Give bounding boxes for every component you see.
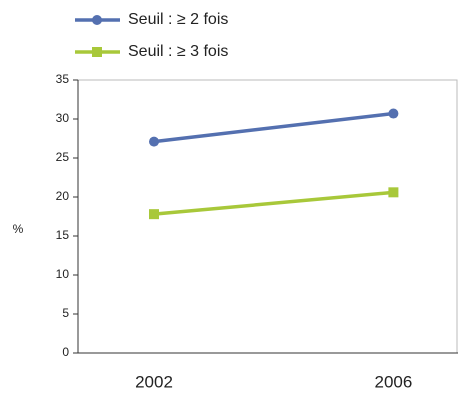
y-axis-label: % <box>13 222 24 236</box>
legend-label: Seuil : ≥ 2 fois <box>128 11 228 28</box>
marker <box>388 187 399 198</box>
y-tick-label: 20 <box>56 189 70 203</box>
marker <box>92 15 102 25</box>
y-tick-label: 30 <box>56 111 70 125</box>
y-tick-label: 35 <box>56 72 70 86</box>
y-tick-label: 10 <box>56 267 70 281</box>
y-tick-label: 5 <box>62 306 69 320</box>
y-tick-label: 0 <box>62 345 69 359</box>
x-tick-label: 2006 <box>374 372 412 391</box>
x-tick-label: 2002 <box>135 372 173 391</box>
y-tick-label: 25 <box>56 150 70 164</box>
plot-frame <box>77 79 458 354</box>
marker <box>388 108 399 119</box>
marker <box>92 47 102 57</box>
y-tick-label: 15 <box>56 228 70 242</box>
marker <box>149 136 159 147</box>
series-line <box>153 190 394 216</box>
legend-label: Seuil : ≥ 3 fois <box>128 43 228 60</box>
series-line <box>153 111 394 144</box>
marker <box>149 209 159 220</box>
